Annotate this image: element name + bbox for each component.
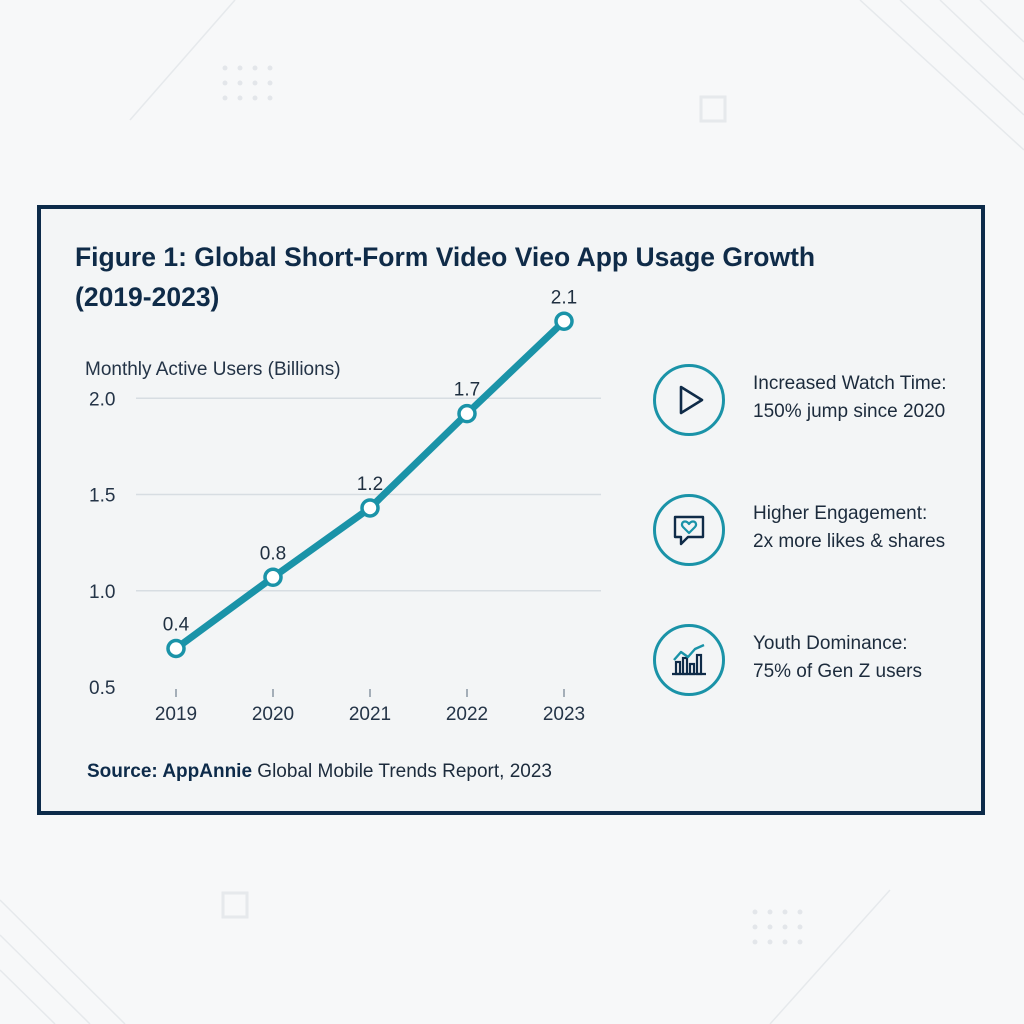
decor-dot bbox=[237, 80, 243, 86]
data-point bbox=[554, 311, 574, 331]
decor-dot bbox=[767, 939, 773, 945]
feature-detail: 150% jump since 2020 bbox=[753, 401, 946, 422]
decor-dot bbox=[782, 939, 788, 945]
source-text: Global Mobile Trends Report, 2023 bbox=[252, 761, 552, 782]
decor-dot bbox=[752, 909, 758, 915]
decor-dot bbox=[782, 909, 788, 915]
y-tick-label: 2.0 bbox=[89, 389, 115, 410]
feature-youth: Youth Dominance: 75% of Gen Z users bbox=[653, 624, 983, 708]
data-label: 1.2 bbox=[357, 474, 383, 495]
data-point bbox=[263, 567, 283, 588]
feature-title: Higher Engagement: bbox=[753, 503, 928, 524]
decor-dot bbox=[222, 80, 228, 86]
decor-line bbox=[129, 0, 236, 121]
figure-card: Figure 1: Global Short-Form Video Vieo A… bbox=[37, 205, 985, 815]
play-icon bbox=[653, 364, 725, 436]
decor-dot bbox=[767, 924, 773, 930]
y-tick-label: 1.0 bbox=[89, 582, 115, 603]
data-label: 0.4 bbox=[163, 615, 190, 636]
data-point bbox=[166, 638, 186, 659]
x-tick-label: 2020 bbox=[252, 704, 294, 725]
decor-dot bbox=[252, 65, 258, 71]
decor-line bbox=[939, 0, 1024, 81]
decor-dot bbox=[767, 909, 773, 915]
data-point bbox=[360, 498, 380, 518]
bar-chart-icon bbox=[653, 624, 725, 696]
decor-dot bbox=[752, 939, 758, 945]
decor-dot bbox=[797, 939, 803, 945]
data-label: 0.8 bbox=[260, 543, 286, 564]
decor-dot bbox=[752, 924, 758, 930]
x-tick-label: 2022 bbox=[446, 704, 488, 725]
data-label: 2.1 bbox=[551, 287, 577, 308]
feature-detail: 75% of Gen Z users bbox=[753, 661, 922, 682]
decor-dot bbox=[252, 95, 258, 101]
data-point bbox=[457, 403, 477, 424]
x-tick-label: 2023 bbox=[543, 704, 585, 725]
feature-detail: 2x more likes & shares bbox=[753, 531, 946, 552]
decor-dot bbox=[267, 80, 273, 86]
decor-dot bbox=[237, 65, 243, 71]
decor-dot bbox=[797, 909, 803, 915]
y-tick-label: 0.5 bbox=[89, 678, 115, 699]
x-tick-label: 2021 bbox=[349, 704, 391, 725]
figure-title: Figure 1: Global Short-Form Video Vieo A… bbox=[75, 242, 816, 312]
decor-dot bbox=[222, 65, 228, 71]
decor-line bbox=[979, 0, 1024, 43]
y-axis-label: Monthly Active Users (Billions) bbox=[85, 359, 341, 380]
x-tick-label: 2019 bbox=[155, 704, 197, 725]
decor-line bbox=[769, 889, 891, 1024]
source-note: Source: AppAnnie Global Mobile Trends Re… bbox=[87, 761, 552, 783]
y-tick-label: 1.5 bbox=[89, 486, 115, 507]
decor-line bbox=[0, 969, 56, 1024]
decor-line bbox=[859, 0, 1024, 151]
decor-line bbox=[0, 934, 91, 1024]
decor-dot bbox=[237, 95, 243, 101]
decor-dot bbox=[267, 65, 273, 71]
decor-line bbox=[0, 899, 126, 1024]
decor-dot bbox=[222, 95, 228, 101]
data-label: 1.7 bbox=[454, 380, 480, 401]
heart-chat-icon bbox=[653, 494, 725, 566]
decor-dot bbox=[797, 924, 803, 930]
feature-watch-time: Increased Watch Time: 150% jump since 20… bbox=[653, 364, 983, 448]
decor-square bbox=[221, 891, 249, 919]
decor-line bbox=[899, 0, 1024, 116]
feature-engagement: Higher Engagement: 2x more likes & share… bbox=[653, 494, 983, 578]
feature-title: Increased Watch Time: bbox=[753, 373, 947, 394]
decor-dot bbox=[252, 80, 258, 86]
decor-square bbox=[699, 95, 727, 123]
decor-dot bbox=[267, 95, 273, 101]
feature-title: Youth Dominance: bbox=[753, 633, 908, 654]
decor-dot bbox=[782, 924, 788, 930]
line-chart: 0.5 1.0 1.5 2.0 2019 2020 2021 2022 2023 0.4 0.8 1.… bbox=[89, 287, 601, 725]
source-label: Source: AppAnnie bbox=[87, 761, 253, 782]
